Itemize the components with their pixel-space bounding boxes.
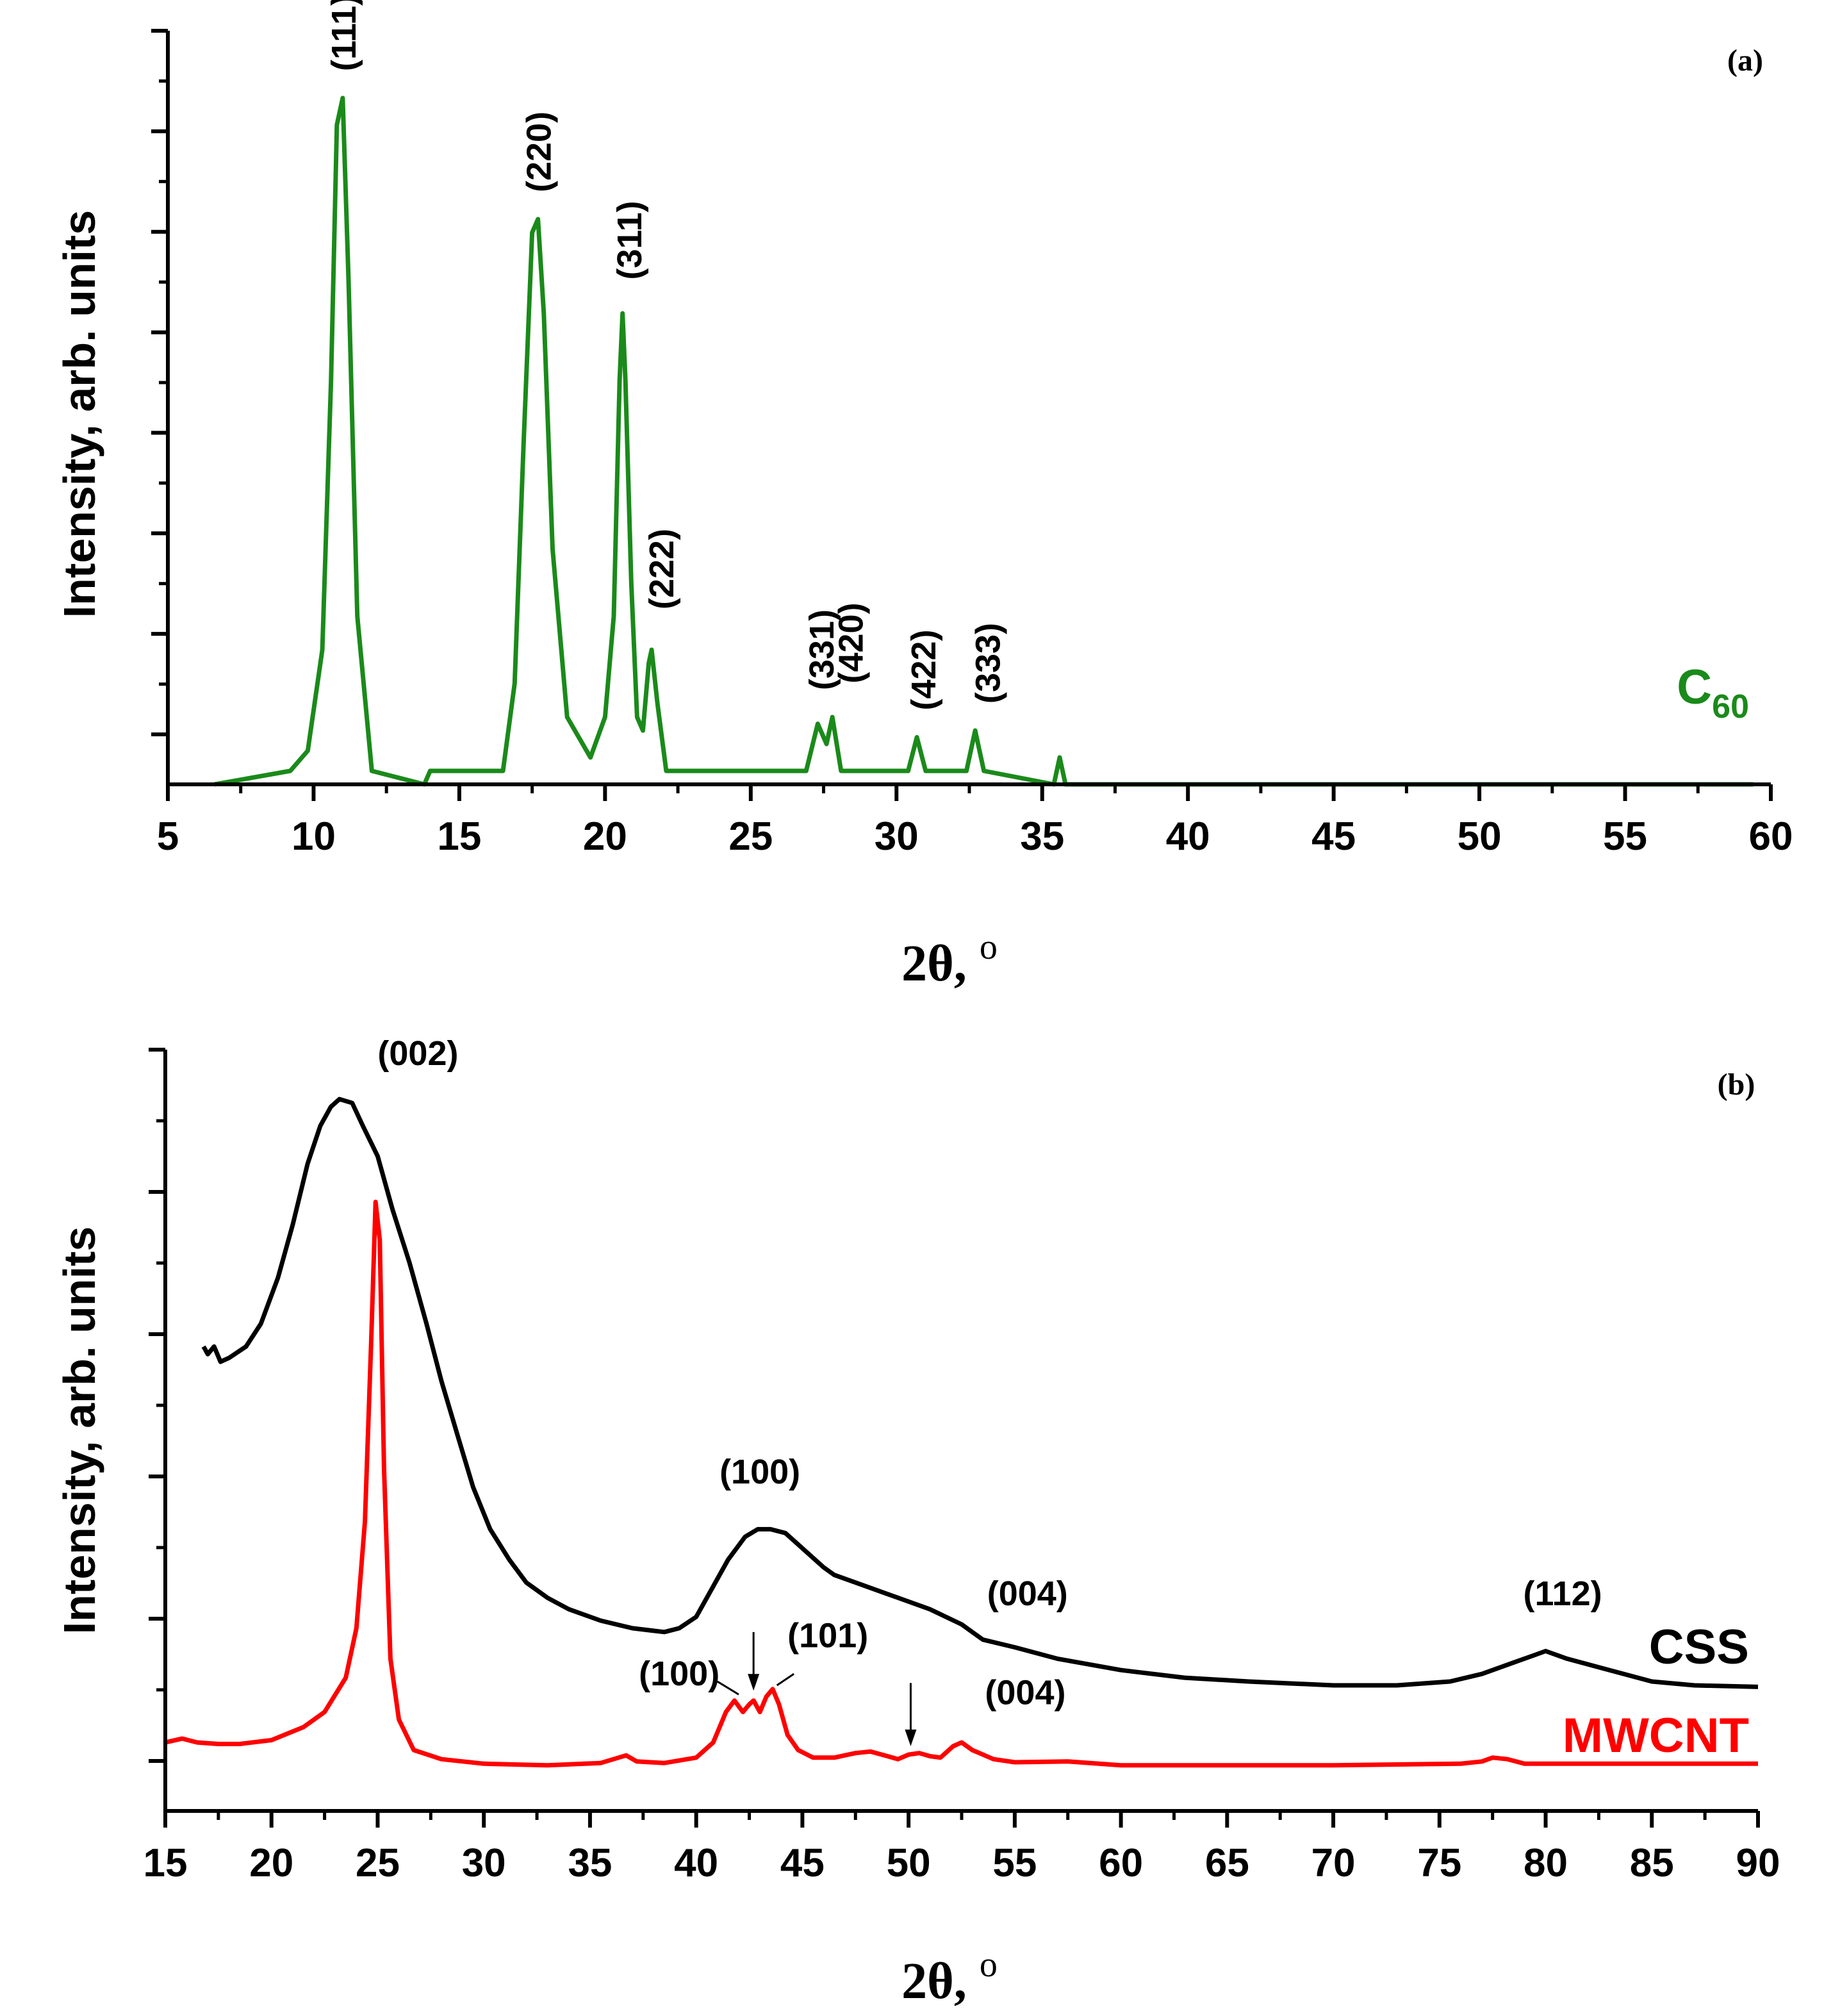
panel-a-x-axis-title-main: 2θ, [901,936,980,992]
x-tick-label: 85 [1630,1841,1674,1885]
peak-label: (004) [987,1574,1068,1613]
x-tick-label: 45 [1311,814,1356,859]
x-tick-label: 45 [780,1841,825,1885]
panel-a-y-ticks [151,29,168,736]
x-tick-label: 35 [568,1841,612,1885]
x-tick-label: 65 [1205,1841,1249,1885]
panel-a-label: (a) [1727,44,1763,78]
x-tick-label: 75 [1417,1841,1461,1885]
panel-b-x-axis-title: 2θ, o [901,1945,998,2010]
x-tick-label: 50 [1458,814,1502,859]
series-line-mwcnt [165,1200,1758,1768]
panel-a-x-tick-labels: 5 10 15 20 25 30 35 40 45 50 55 60 [157,814,1793,859]
peak-label: (333) [969,623,1007,704]
panel-a-y-axis-title: Intensity, arb. units [54,210,104,618]
x-tick-label: 80 [1524,1841,1568,1885]
peak-label: (100) [719,1453,800,1491]
peak-label: (100) [639,1655,719,1693]
peak-label: (002) [377,1034,458,1073]
arrow-head [748,1674,760,1691]
x-tick-label: 35 [1020,814,1064,859]
peak-label: (101) [787,1617,868,1655]
panel-b: 15 20 25 30 35 40 45 50 55 60 65 70 75 80 85 90 (002) (1… [54,1034,1780,2010]
panel-b-x-axis-title-main: 2θ, [901,1953,980,2010]
x-tick-label: 20 [249,1841,293,1885]
x-tick-label: 15 [144,1841,188,1885]
x-tick-label: 5 [157,814,179,859]
panel-b-x-axis-title-unit: o [980,1945,998,1985]
panel-a-plot-area [214,95,1754,787]
x-tick-label: 50 [887,1841,931,1885]
panel-b-y-ticks [149,1048,165,1763]
panel-b-y-axis-title: Intensity, arb. units [54,1227,104,1635]
x-tick-label: 60 [1099,1841,1143,1885]
arrow-head [905,1730,917,1747]
x-tick-label: 20 [583,814,627,859]
peak-label: (331) [803,609,841,690]
panel-a: 5 10 15 20 25 30 35 40 45 50 55 60 (111)(220)(311)(… [54,0,1793,992]
x-tick-label: 70 [1311,1841,1356,1885]
series-name-c60-main: C [1677,660,1712,715]
panel-b-arrows [717,1632,917,1747]
series-name-mwcnt: MWCNT [1563,1708,1749,1763]
x-tick-label: 55 [1603,814,1647,859]
peak-label: (420) [832,602,870,683]
x-tick-label: 25 [728,814,773,859]
panel-b-x-tick-labels: 15 20 25 30 35 40 45 50 55 60 65 70 75 80 85 90 [144,1841,1780,1885]
leader-line [776,1673,794,1687]
panel-a-x-ticks [166,784,1773,801]
panel-a-x-axis-title-unit: o [980,927,998,967]
x-tick-label: 25 [356,1841,400,1885]
x-tick-label: 40 [1166,814,1210,859]
peak-label: (112) [1524,1574,1602,1613]
series-name-c60-sub: 60 [1712,688,1749,725]
peak-label: (222) [643,529,681,609]
panel-b-x-ticks [163,1811,1760,1828]
panel-b-plot-area [165,1096,1759,1768]
x-tick-label: 55 [992,1841,1037,1885]
x-tick-label: 30 [875,814,919,859]
leader-line [717,1680,739,1696]
panel-b-label: (b) [1718,1068,1755,1102]
x-tick-label: 30 [462,1841,506,1885]
x-tick-label: 15 [437,814,481,859]
panel-b-peak-labels: (002) (100) (004) (112) (100) (101) (004) [377,1034,1602,1712]
panel-a-x-axis-title: 2θ, o [901,927,998,992]
series-line-css [201,1096,1759,1689]
series-line-c60 [214,95,1754,787]
peak-label: (111) [325,0,363,71]
peak-label: (422) [905,629,943,710]
series-name-css: CSS [1649,1620,1749,1674]
peak-label: (004) [985,1674,1065,1712]
x-tick-label: 90 [1736,1841,1780,1885]
x-tick-label: 40 [674,1841,718,1885]
panel-a-peak-labels: (111) (220) (311) (222) (331)(420) (422) (333) [325,0,1007,711]
x-tick-label: 10 [292,814,336,859]
peak-label: (311) [611,201,649,279]
x-tick-label: 60 [1749,814,1793,859]
series-name-c60: C60 [1677,660,1749,725]
peak-label: (220) [520,112,559,192]
